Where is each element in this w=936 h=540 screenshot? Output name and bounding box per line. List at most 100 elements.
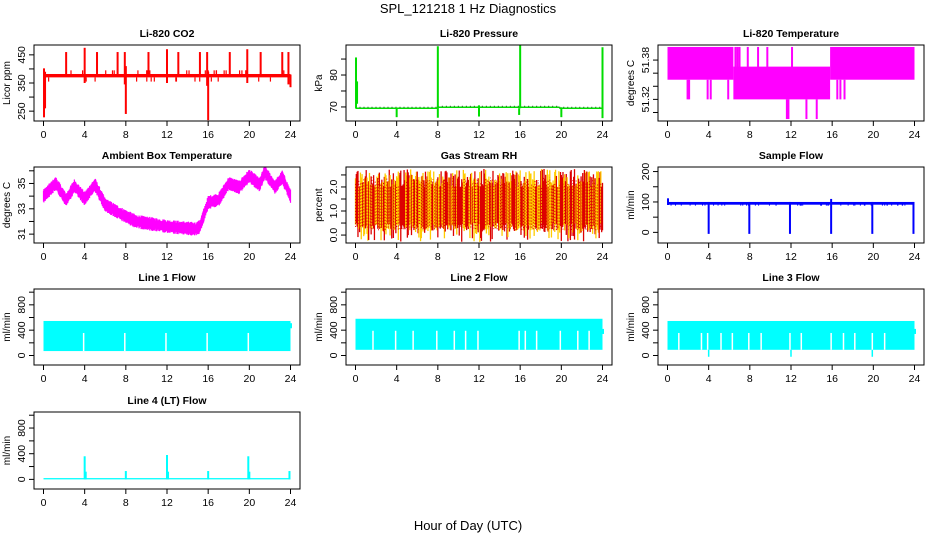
x-tick-label: 0 [41,251,47,263]
y-tick-label: 200 [640,163,652,181]
y-tick-label: 1.0 [328,204,340,219]
y-tick-label: 100 [640,193,652,211]
x-tick-label: 8 [747,373,753,385]
trace-band [667,320,915,350]
x-tick-label: 4 [394,251,400,263]
y-tick-label: 450 [16,46,28,64]
panel-ambient-box-temperature: Ambient Box Temperature 0 4 8 12 16 20 24 31 33 35… [2,150,301,263]
y-tick-label: 80 [328,69,340,81]
y-tick-label: 400 [16,445,28,463]
x-tick-label: 24 [909,129,921,141]
x-tick-label: 20 [867,129,879,141]
panel-title: Gas Stream RH [441,150,517,162]
x-tick-label: 24 [285,251,297,263]
x-tick-label: 20 [867,251,879,263]
panel-title: Ambient Box Temperature [102,150,233,162]
x-tick-label: 12 [161,251,173,263]
x-tick-label: 12 [785,251,797,263]
data-series [667,198,915,234]
y-axis-label: Licor ppm [2,61,13,105]
x-tick-label: 16 [826,251,838,263]
data-series [354,169,604,242]
panel-title: Line 3 Flow [762,272,820,284]
trace-band [355,318,603,350]
x-tick-label: 20 [243,251,255,263]
y-tick-label: 0 [640,352,652,358]
trace-block [667,46,734,80]
x-tick-label: 12 [161,373,173,385]
x-tick-label: 4 [394,373,400,385]
x-tick-label: 4 [394,129,400,141]
data-series [355,318,604,350]
x-tick-label: 8 [435,373,441,385]
x-tick-label: 20 [243,129,255,141]
y-tick-label: 400 [16,321,28,339]
trace-band [43,320,291,352]
plot-frame [657,166,925,244]
data-series [43,320,292,352]
panel-title: Sample Flow [759,150,824,162]
panel-li-820-temperature: Li-820 Temperature 0 4 8 12 16 20 24 51.32 51.38d… [626,28,925,141]
y-tick-label: 400 [640,321,652,339]
figure-title: SPL_121218 1 Hz Diagnostics [379,1,557,16]
x-tick-label: 8 [435,251,441,263]
panel-title: Li-820 CO2 [140,28,195,40]
panel-title: Li-820 Pressure [440,28,518,40]
x-tick-label: 20 [867,373,879,385]
x-tick-label: 0 [353,129,359,141]
y-axis-label: kPa [314,74,325,92]
y-tick-label: 51.38 [640,47,652,73]
x-tick-label: 16 [514,129,526,141]
x-tick-label: 8 [123,497,129,509]
y-axis-label: degrees C [626,60,637,106]
x-tick-label: 8 [747,129,753,141]
x-tick-label: 16 [202,251,214,263]
x-tick-label: 0 [665,373,671,385]
x-tick-label: 4 [82,497,88,509]
x-tick-label: 0 [41,129,47,141]
data-series [42,167,292,236]
y-tick-label: 0 [16,352,28,358]
x-tick-label: 4 [706,129,712,141]
x-tick-label: 16 [202,129,214,141]
x-tick-label: 24 [285,373,297,385]
data-series [667,46,915,120]
x-tick-label: 20 [555,373,567,385]
x-tick-label: 8 [123,129,129,141]
trace-block [830,46,915,80]
y-tick-label: 800 [640,296,652,314]
x-tick-label: 24 [597,251,609,263]
data-series [43,454,291,480]
x-tick-label: 24 [909,373,921,385]
x-tick-label: 24 [285,129,297,141]
x-tick-label: 16 [202,373,214,385]
x-tick-label: 16 [826,129,838,141]
x-tick-label: 8 [435,129,441,141]
y-tick-label: 0 [640,229,652,235]
y-tick-label: 250 [16,102,28,120]
trace-band [667,201,915,205]
y-axis-label: ml/min [2,436,13,465]
x-tick-label: 12 [473,373,485,385]
x-tick-label: 24 [597,373,609,385]
x-tick-label: 0 [353,251,359,263]
y-tick-label: 0.0 [328,228,340,243]
x-tick-label: 4 [82,251,88,263]
y-axis-label: degrees C [2,182,13,228]
y-tick-label: 350 [16,74,28,92]
x-tick-label: 0 [665,251,671,263]
x-tick-label: 0 [353,373,359,385]
y-axis-label: ml/min [626,190,637,219]
y-tick-label: 70 [328,101,340,113]
x-tick-label: 12 [161,129,173,141]
x-tick-label: 24 [909,251,921,263]
y-tick-label: 0 [328,352,340,358]
x-tick-label: 16 [514,373,526,385]
y-tick-label: 35 [16,177,28,189]
